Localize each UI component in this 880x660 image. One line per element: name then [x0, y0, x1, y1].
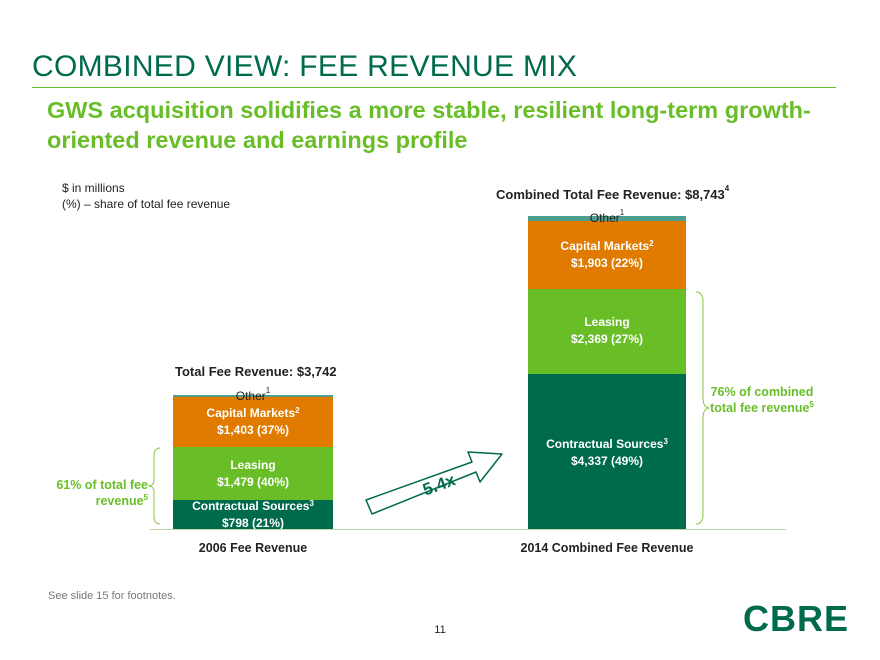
- other-label-2006-text: Other: [235, 389, 266, 404]
- bar-total-2014-sup: 4: [724, 184, 730, 193]
- segment-value-label: $2,369 (27%): [570, 332, 644, 347]
- other-label-2014: Other1: [528, 208, 686, 225]
- left-brace: [147, 447, 161, 525]
- bar-segment-leasing-1: Leasing $2,369 (27%): [528, 288, 686, 374]
- other-label-2014-text: Other: [589, 211, 620, 225]
- segment-series-sup: 2: [649, 238, 654, 248]
- units-line-1: $ in millions: [62, 181, 125, 195]
- right-share-note: 76% of combined total fee revenue5: [708, 384, 816, 416]
- growth-multiplier: 5.4x: [420, 470, 458, 499]
- units-line-2: (%) – share of total fee revenue: [62, 197, 231, 211]
- bar-2006: Contractual Sources3 $798 (21%) Leasing $1,…: [173, 395, 333, 532]
- bar-segment-capital-markets-0: Capital Markets2 $1,403 (37%): [173, 397, 333, 448]
- units-note: $ in millions (%) – share of total fee r…: [62, 180, 230, 212]
- title-divider: [32, 87, 836, 88]
- segment-series-name-text: Contractual Sources: [192, 499, 310, 513]
- segment-series-name-text: Contractual Sources: [546, 436, 664, 451]
- segment-label-leasing-0: Leasing $1,479 (40%): [173, 457, 333, 491]
- other-label-2006-sup: 1: [265, 386, 271, 396]
- footnote: See slide 15 for footnotes.: [48, 590, 176, 602]
- segment-series-name-text: Leasing: [230, 457, 276, 472]
- segment-label-contractual-1: Contractual Sources3 $4,337 (49%): [528, 436, 686, 470]
- segment-series-sup: 3: [309, 499, 314, 508]
- segment-series-name-text: Capital Markets: [206, 406, 296, 421]
- segment-label-leasing-1: Leasing $2,369 (27%): [528, 314, 686, 348]
- segment-series-sup: 3: [663, 436, 668, 446]
- segment-label-capital-markets-0: Capital Markets2 $1,403 (37%): [173, 405, 333, 439]
- bar-2014: Contractual Sources3 $4,337 (49%) Leasing $…: [528, 216, 686, 529]
- bar-total-2006: Total Fee Revenue: $3,742: [175, 364, 337, 379]
- segment-series-name: Leasing: [528, 314, 686, 331]
- x-label-2014: 2014 Combined Fee Revenue: [520, 541, 694, 555]
- growth-arrow-shape: [365, 451, 503, 515]
- right-brace: [695, 291, 711, 525]
- other-label-2014-sup: 1: [619, 208, 625, 217]
- right-share-note-sup: 5: [809, 400, 814, 409]
- segment-value-label: $4,337 (49%): [570, 453, 644, 468]
- bar-total-2014: Combined Total Fee Revenue: $8,7434: [496, 184, 730, 202]
- segment-label-contractual-0: Contractual Sources3 $798 (21%): [173, 498, 333, 532]
- page-title: COMBINED VIEW: FEE REVENUE MIX: [32, 50, 578, 83]
- segment-label-capital-markets-1: Capital Markets2 $1,903 (22%): [528, 238, 686, 272]
- bar-segment-contractual-1: Contractual Sources3 $4,337 (49%): [528, 373, 686, 529]
- x-label-2006: 2006 Fee Revenue: [198, 541, 308, 555]
- segment-series-name: Contractual Sources3: [528, 436, 686, 453]
- left-share-note: 61% of total fee revenue5: [56, 477, 148, 509]
- segment-series-name: Contractual Sources3: [173, 498, 333, 515]
- page-number: 11: [434, 624, 446, 636]
- segment-value-label: $798 (21%): [221, 516, 285, 530]
- segment-series-name-text: Capital Markets: [560, 238, 650, 253]
- growth-arrow: 5.4x: [365, 451, 503, 515]
- segment-series-name-text: Leasing: [584, 315, 630, 330]
- right-share-note-text: 76% of combined total fee revenue: [710, 385, 814, 415]
- segment-series-name: Capital Markets2: [173, 405, 333, 422]
- segment-series-sup: 2: [295, 406, 300, 416]
- segment-value-label: $1,403 (37%): [216, 423, 290, 438]
- other-label-2006: Other1: [173, 386, 333, 404]
- segment-value-label: $1,479 (40%): [216, 474, 290, 489]
- bar-segment-contractual-0: Contractual Sources3 $798 (21%): [173, 498, 333, 532]
- cbre-logo: CBRE: [743, 598, 850, 639]
- bar-segment-leasing-0: Leasing $1,479 (40%): [173, 447, 333, 501]
- segment-series-name: Capital Markets2: [528, 238, 686, 255]
- left-share-note-text: 61% of total fee revenue: [56, 478, 148, 508]
- bar-total-2014-label: Combined Total Fee Revenue: $8,743: [496, 187, 725, 202]
- bar-segment-capital-markets-1: Capital Markets2 $1,903 (22%): [528, 220, 686, 289]
- segment-series-name: Leasing: [173, 457, 333, 474]
- bar-total-2006-label: Total Fee Revenue: $3,742: [175, 364, 337, 379]
- left-share-note-sup: 5: [143, 493, 148, 502]
- bar-segment-other-1: [528, 216, 686, 221]
- chart-baseline: [150, 529, 786, 530]
- segment-value-label: $1,903 (22%): [570, 255, 644, 270]
- page-subtitle: GWS acquisition solidifies a more stable…: [47, 97, 811, 153]
- bar-segment-other-0: [173, 395, 333, 398]
